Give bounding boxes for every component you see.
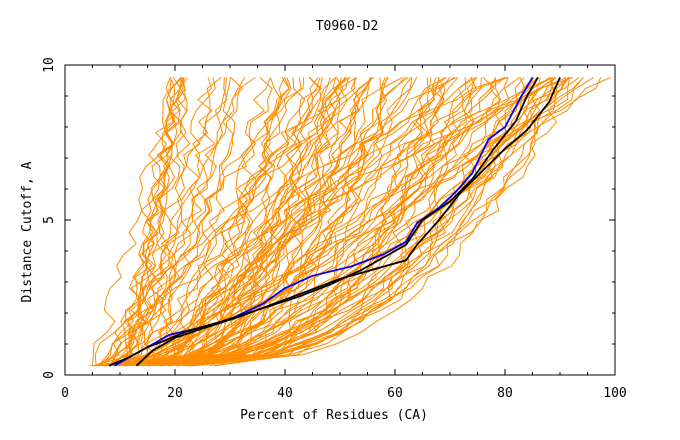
model-line	[92, 77, 477, 367]
model-line	[96, 77, 432, 367]
x-axis-ticks: 0 20 40 60 80 100	[61, 65, 627, 401]
chart-title: T0960-D2	[316, 19, 379, 34]
model-line	[157, 77, 534, 367]
x-tick-label: 60	[387, 386, 403, 401]
highlighted-series	[108, 76, 561, 367]
model-line	[192, 77, 506, 367]
model-line	[143, 77, 322, 367]
y-tick-label: 0	[42, 371, 57, 379]
model-line	[100, 77, 188, 367]
model-line	[98, 76, 567, 367]
model-line	[91, 77, 183, 366]
model-line	[189, 77, 580, 367]
model-line	[106, 77, 556, 367]
model-line	[146, 76, 409, 367]
model-line	[140, 77, 337, 366]
series-line-2	[108, 76, 539, 367]
model-line	[198, 77, 271, 367]
model-line	[168, 77, 509, 367]
model-line	[177, 77, 440, 367]
model-line	[112, 77, 373, 367]
model-line	[183, 76, 446, 366]
model-line	[124, 77, 191, 367]
model-line	[183, 77, 571, 367]
model-line	[188, 77, 371, 367]
model-line	[214, 77, 482, 367]
model-line	[143, 77, 302, 366]
model-line	[123, 77, 185, 366]
model-line	[116, 77, 346, 367]
model-line	[149, 76, 553, 367]
y-tick-label: 5	[42, 216, 57, 224]
y-tick-label: 10	[42, 57, 57, 73]
model-line	[179, 77, 236, 367]
model-line	[162, 77, 390, 367]
model-line	[110, 77, 183, 367]
model-line	[97, 77, 185, 367]
model-line	[148, 76, 570, 367]
model-line	[137, 76, 508, 367]
model-line	[177, 76, 447, 367]
model-line	[214, 77, 388, 367]
y-axis-label: Distance Cutoff, A	[20, 161, 35, 302]
model-line	[160, 77, 476, 367]
model-line	[116, 77, 273, 367]
model-line	[196, 77, 347, 367]
x-tick-label: 100	[603, 386, 626, 401]
model-line	[167, 77, 429, 367]
model-line	[135, 77, 319, 367]
model-line	[183, 77, 445, 367]
model-line	[137, 77, 541, 367]
y-axis-ticks: 0 5 10	[42, 57, 615, 379]
x-tick-label: 40	[277, 386, 293, 401]
model-line	[151, 77, 290, 367]
model-line	[189, 77, 501, 367]
background-model-lines	[89, 76, 612, 367]
x-tick-label: 20	[167, 386, 183, 401]
model-line	[119, 77, 584, 367]
model-line	[147, 77, 478, 367]
series-line-1	[114, 76, 534, 367]
model-line	[125, 76, 477, 367]
x-tick-label: 0	[61, 386, 69, 401]
model-line	[154, 76, 403, 367]
x-tick-label: 80	[497, 386, 513, 401]
model-line	[109, 76, 556, 367]
model-line	[154, 76, 553, 367]
model-line	[103, 77, 412, 367]
model-line	[192, 77, 571, 367]
model-line	[172, 76, 351, 367]
model-line	[133, 77, 538, 367]
model-line	[156, 76, 256, 366]
model-line	[128, 77, 213, 367]
model-line	[94, 76, 507, 366]
model-line	[139, 77, 413, 367]
model-line	[89, 76, 520, 367]
x-axis-label: Percent of Residues (CA)	[240, 408, 428, 423]
model-line	[170, 77, 323, 367]
series-line-3	[135, 77, 561, 367]
model-line	[210, 77, 371, 367]
model-line	[113, 77, 180, 366]
